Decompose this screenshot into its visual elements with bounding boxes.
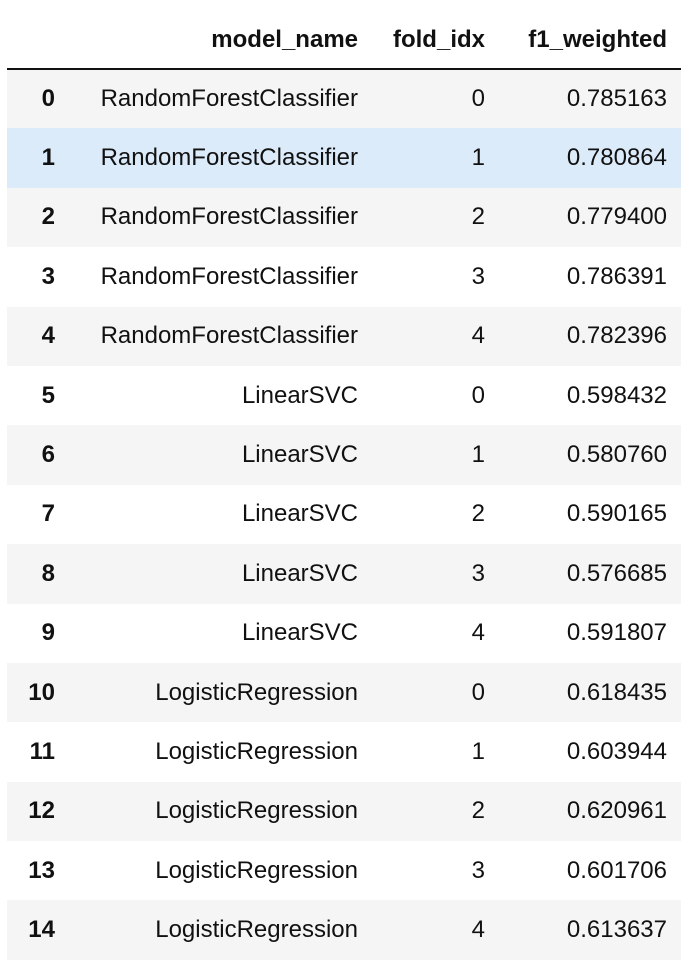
cell-model-name: RandomForestClassifier xyxy=(100,203,358,231)
cell-f1-weighted: 0.603944 xyxy=(566,737,667,765)
row-index: 3 xyxy=(41,262,55,290)
row-index: 5 xyxy=(41,381,55,409)
header-model-name: model_name xyxy=(67,12,372,70)
cell-f1-weighted: 0.591807 xyxy=(566,619,667,647)
row-index: 6 xyxy=(41,441,55,469)
cell-f1-weighted: 0.576685 xyxy=(566,559,667,587)
row-index: 1 xyxy=(41,144,55,172)
table-row: 10 LogisticRegression 0 0.618435 xyxy=(7,662,681,723)
cell-model-name: LogisticRegression xyxy=(155,856,358,884)
cell-fold-idx: 1 xyxy=(471,737,485,765)
cell-f1-weighted: 0.779400 xyxy=(566,203,667,231)
cell-fold-idx: 0 xyxy=(471,381,485,409)
table-row: 14 LogisticRegression 4 0.613637 xyxy=(7,900,681,960)
row-index: 11 xyxy=(29,737,55,765)
cell-fold-idx: 3 xyxy=(471,856,485,884)
header-f1-weighted: f1_weighted xyxy=(499,12,681,70)
table-row: 11 LogisticRegression 1 0.603944 xyxy=(7,722,681,782)
cell-fold-idx: 4 xyxy=(471,619,485,647)
cell-fold-idx: 0 xyxy=(471,85,485,113)
cell-fold-idx: 3 xyxy=(471,262,485,290)
header-index xyxy=(7,12,67,70)
table-row: 6 LinearSVC 1 0.580760 xyxy=(7,425,681,485)
cell-model-name: RandomForestClassifier xyxy=(100,322,358,350)
cell-model-name: RandomForestClassifier xyxy=(100,85,358,113)
cell-fold-idx: 0 xyxy=(471,678,485,706)
cell-f1-weighted: 0.580760 xyxy=(566,441,667,469)
cell-f1-weighted: 0.618435 xyxy=(566,678,667,706)
cell-model-name: RandomForestClassifier xyxy=(100,262,358,290)
table-row: 3 RandomForestClassifier 3 0.786391 xyxy=(7,247,681,307)
dataframe-output: model_name fold_idx f1_weighted 0 RandomF… xyxy=(7,12,681,960)
row-index: 13 xyxy=(28,856,55,884)
row-index: 8 xyxy=(41,559,55,587)
cell-f1-weighted: 0.601706 xyxy=(566,856,667,884)
row-index: 0 xyxy=(41,85,55,113)
row-index: 9 xyxy=(41,619,55,647)
cell-model-name: LogisticRegression xyxy=(155,678,358,706)
table-row: 4 RandomForestClassifier 4 0.782396 xyxy=(7,306,681,366)
cell-f1-weighted: 0.620961 xyxy=(566,797,667,825)
header-row: model_name fold_idx f1_weighted xyxy=(7,12,681,70)
cell-fold-idx: 2 xyxy=(471,797,485,825)
cell-model-name: RandomForestClassifier xyxy=(100,144,358,172)
cell-f1-weighted: 0.785163 xyxy=(566,85,667,113)
cell-fold-idx: 2 xyxy=(471,500,485,528)
cell-model-name: LogisticRegression xyxy=(155,737,358,765)
cell-model-name: LinearSVC xyxy=(241,619,358,647)
table-row: 5 LinearSVC 0 0.598432 xyxy=(7,365,681,426)
row-index: 4 xyxy=(41,322,55,350)
table-row: 9 LinearSVC 4 0.591807 xyxy=(7,603,681,663)
table-row: 1 RandomForestClassifier 1 0.780864 xyxy=(7,128,681,188)
cell-fold-idx: 4 xyxy=(471,916,485,944)
row-index: 12 xyxy=(28,797,55,825)
table-row: 2 RandomForestClassifier 2 0.779400 xyxy=(7,187,681,248)
cell-fold-idx: 1 xyxy=(471,144,485,172)
table-body: 0 RandomForestClassifier 0 0.785163 1 RandomF… xyxy=(7,69,681,960)
row-index: 7 xyxy=(41,500,55,528)
cell-f1-weighted: 0.786391 xyxy=(566,262,667,290)
cell-fold-idx: 1 xyxy=(471,441,485,469)
table-row: 8 LinearSVC 3 0.576685 xyxy=(7,544,681,604)
header-fold-idx: fold_idx xyxy=(372,12,499,70)
table-row: 7 LinearSVC 2 0.590165 xyxy=(7,484,681,545)
table-row: 12 LogisticRegression 2 0.620961 xyxy=(7,781,681,842)
cell-f1-weighted: 0.613637 xyxy=(566,916,667,944)
table-header: model_name fold_idx f1_weighted xyxy=(7,12,681,70)
row-index: 2 xyxy=(41,203,55,231)
cell-model-name: LinearSVC xyxy=(241,500,358,528)
row-index: 14 xyxy=(28,916,55,944)
cell-f1-weighted: 0.598432 xyxy=(566,381,667,409)
dataframe-table: model_name fold_idx f1_weighted 0 RandomF… xyxy=(7,12,681,960)
cell-fold-idx: 3 xyxy=(471,559,485,587)
row-index: 10 xyxy=(28,678,55,706)
cell-model-name: LinearSVC xyxy=(241,441,358,469)
cell-f1-weighted: 0.590165 xyxy=(566,500,667,528)
cell-model-name: LogisticRegression xyxy=(155,916,358,944)
table-row: 0 RandomForestClassifier 0 0.785163 xyxy=(7,69,681,129)
cell-model-name: LogisticRegression xyxy=(155,797,358,825)
cell-fold-idx: 2 xyxy=(471,203,485,231)
cell-model-name: LinearSVC xyxy=(241,381,358,409)
cell-f1-weighted: 0.782396 xyxy=(566,322,667,350)
table-row: 13 LogisticRegression 3 0.601706 xyxy=(7,841,681,901)
cell-model-name: LinearSVC xyxy=(241,559,358,587)
cell-fold-idx: 4 xyxy=(471,322,485,350)
cell-f1-weighted: 0.780864 xyxy=(566,144,667,172)
